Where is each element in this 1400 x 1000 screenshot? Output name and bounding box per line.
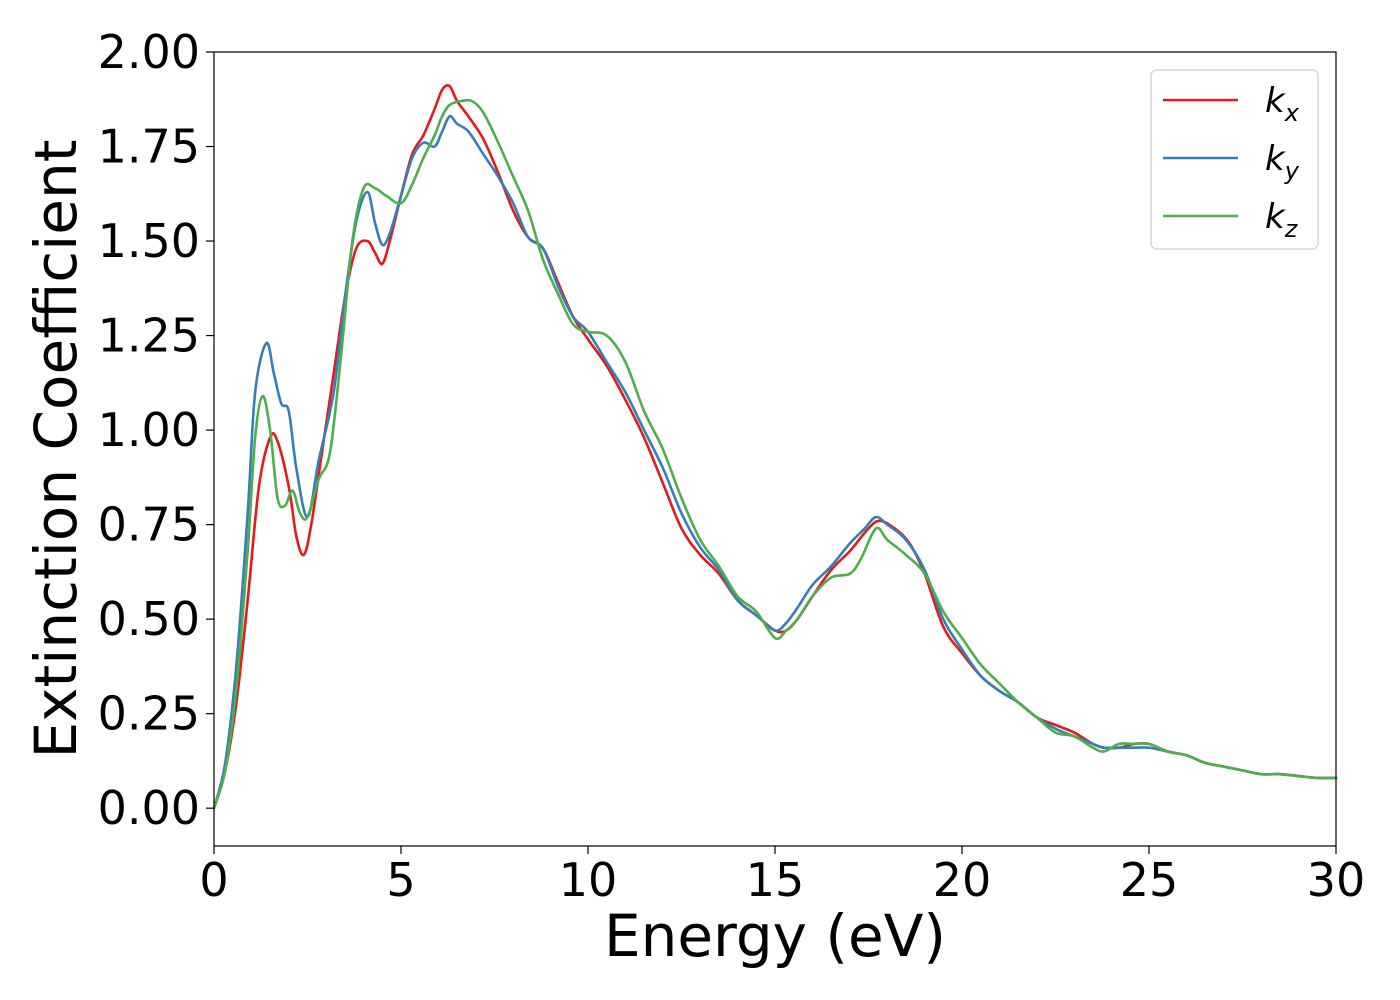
x-tick-label: 5: [386, 853, 415, 907]
x-tick-label: 30: [1307, 853, 1366, 907]
y-axis-ticks: 0.00 0.25 0.50 0.75 1.00 1.25 1.50 1.75 2.00: [98, 25, 214, 835]
x-tick-label: 15: [746, 853, 805, 907]
y-tick-label: 0.25: [98, 687, 200, 741]
y-tick-label: 1.75: [98, 120, 200, 174]
y-tick-label: 1.50: [98, 214, 200, 268]
series-layer: [212, 84, 1338, 810]
x-tick-label: 20: [933, 853, 992, 907]
series-line-ky: [212, 114, 1338, 810]
x-tick-label: 10: [559, 853, 618, 907]
y-axis-title: Extinction Coefficient: [22, 140, 90, 759]
y-tick-label: 0.75: [98, 498, 200, 552]
y-tick-label: 1.00: [98, 403, 200, 457]
y-tick-label: 2.00: [98, 25, 200, 79]
x-axis-title: Energy (eV): [604, 902, 946, 970]
x-tick-label: 25: [1120, 853, 1179, 907]
y-tick-label: 0.50: [98, 592, 200, 646]
series-line-kz: [212, 98, 1338, 810]
x-tick-label: 0: [199, 853, 228, 907]
y-tick-label: 1.25: [98, 309, 200, 363]
x-axis-ticks: 0 5 10 15 20 25 30: [199, 846, 1365, 907]
y-tick-label: 0.00: [98, 781, 200, 835]
legend-frame: [1150, 69, 1319, 250]
